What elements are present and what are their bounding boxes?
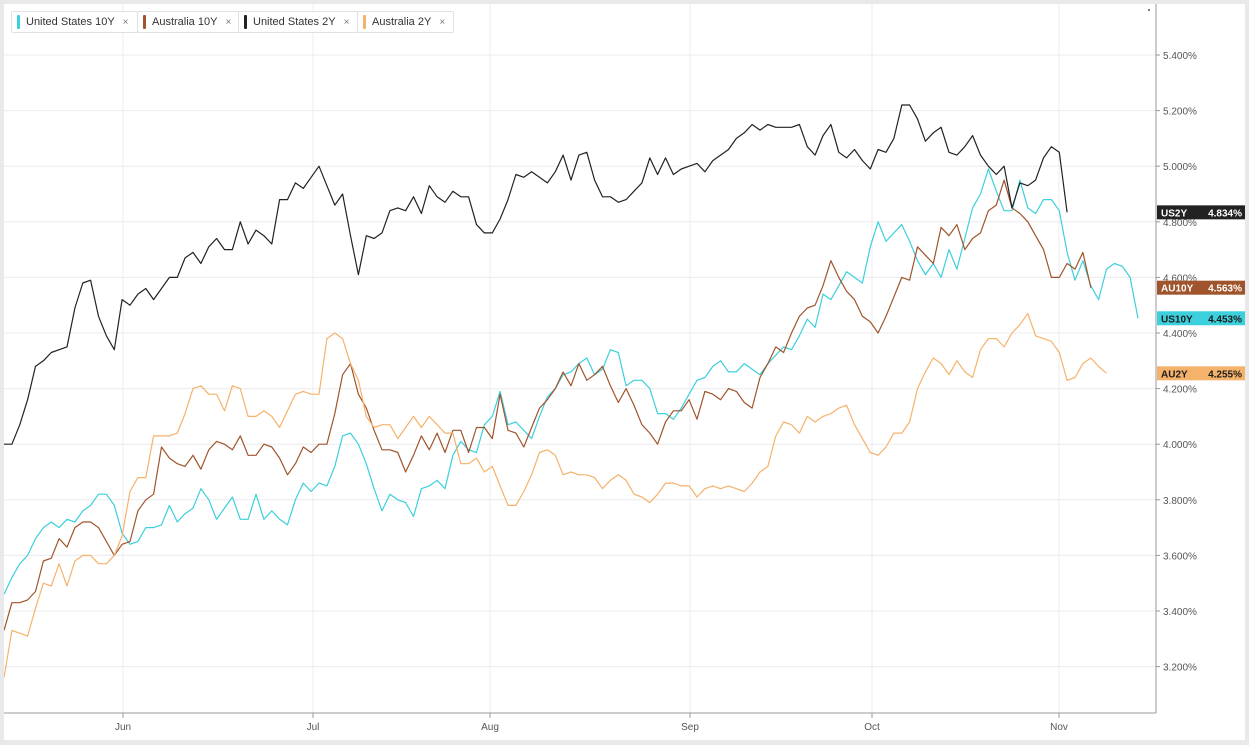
legend-label: Australia 10Y [152, 16, 218, 28]
series-line-us10y[interactable] [4, 168, 1139, 595]
x-tick-label: Nov [1050, 722, 1068, 733]
series-lines [4, 104, 1139, 678]
value-tag-symbol: AU2Y [1161, 369, 1188, 380]
legend-swatch [17, 15, 20, 29]
y-tick-label: 3.200% [1163, 663, 1197, 674]
value-tag-us2y: US2Y 4.834% [1157, 205, 1245, 220]
value-tag-value: 4.834% [1208, 208, 1242, 219]
x-tick-label: Jun [115, 722, 131, 733]
value-tag-us10y: US10Y 4.453% [1157, 311, 1245, 326]
menu-dot-icon[interactable] [1148, 9, 1150, 11]
value-tag-symbol: US10Y [1161, 314, 1193, 325]
close-icon[interactable]: × [225, 16, 232, 28]
legend-swatch [143, 15, 146, 29]
axes [4, 4, 1157, 714]
value-tag-value: 4.453% [1208, 314, 1242, 325]
y-tick-label: 5.000% [1163, 162, 1197, 173]
legend-swatch [244, 15, 247, 29]
value-tag-au10y: AU10Y 4.563% [1157, 280, 1245, 295]
value-tag-bg [1157, 205, 1245, 220]
y-tick-label: 4.200% [1163, 385, 1197, 396]
y-tick-label: 4.000% [1163, 440, 1197, 451]
legend-label: United States 10Y [26, 16, 115, 28]
close-icon[interactable]: × [343, 16, 350, 28]
series-line-au2y[interactable] [4, 312, 1107, 678]
chart-panel: Jun Jul Aug Sep Oct Nov 5.400% 5.200% 5.000% 4.8… [4, 4, 1245, 740]
y-tick-label: 4.600% [1163, 273, 1197, 284]
legend-chip[interactable]: United States 2Y × [238, 11, 359, 33]
y-tick-label: 5.200% [1163, 107, 1197, 118]
legend-label: Australia 2Y [372, 16, 432, 28]
value-tag-value: 4.563% [1208, 284, 1242, 295]
value-tag-value: 4.255% [1208, 369, 1242, 380]
value-tag-symbol: US2Y [1161, 208, 1187, 219]
value-tag-symbol: AU10Y [1161, 284, 1194, 295]
y-tick-label: 4.400% [1163, 329, 1197, 340]
line-chart[interactable]: Jun Jul Aug Sep Oct Nov 5.400% 5.200% 5.000% 4.8… [4, 4, 1245, 740]
value-tag-au2y: AU2Y 4.255% [1157, 366, 1245, 381]
last-value-tags: US10Y 4.453% AU10Y 4.563% US2Y 4.834% AU2Y 4.25… [1157, 205, 1245, 381]
legend-chip[interactable]: Australia 2Y × [357, 11, 455, 33]
horizontal-gridlines [4, 54, 1156, 668]
value-tag-bg [1157, 311, 1245, 326]
x-axis-labels: Jun Jul Aug Sep Oct Nov [115, 713, 1068, 733]
x-tick-label: Aug [481, 722, 499, 733]
close-icon[interactable]: × [439, 16, 446, 28]
y-tick-label: 3.400% [1163, 607, 1197, 618]
y-tick-label: 4.800% [1163, 218, 1197, 229]
series-line-us2y[interactable] [4, 104, 1068, 445]
series-line-au10y[interactable] [4, 179, 1092, 631]
vertical-gridlines [122, 4, 1060, 713]
x-tick-label: Sep [681, 722, 699, 733]
legend-chip[interactable]: United States 10Y × [11, 11, 138, 33]
value-tag-bg [1157, 280, 1245, 295]
y-tick-label: 3.600% [1163, 551, 1197, 562]
legend-chip[interactable]: Australia 10Y × [137, 11, 241, 33]
close-icon[interactable]: × [122, 16, 129, 28]
value-tag-bg [1157, 366, 1245, 381]
legend-label: United States 2Y [253, 16, 336, 28]
y-axis-labels: 5.400% 5.200% 5.000% 4.800% 4.600% 4.400% 4.20… [1156, 51, 1197, 674]
y-tick-label: 3.800% [1163, 496, 1197, 507]
x-tick-label: Jul [307, 722, 320, 733]
y-tick-label: 5.400% [1163, 51, 1197, 62]
legend-swatch [363, 15, 366, 29]
x-tick-label: Oct [864, 722, 880, 733]
